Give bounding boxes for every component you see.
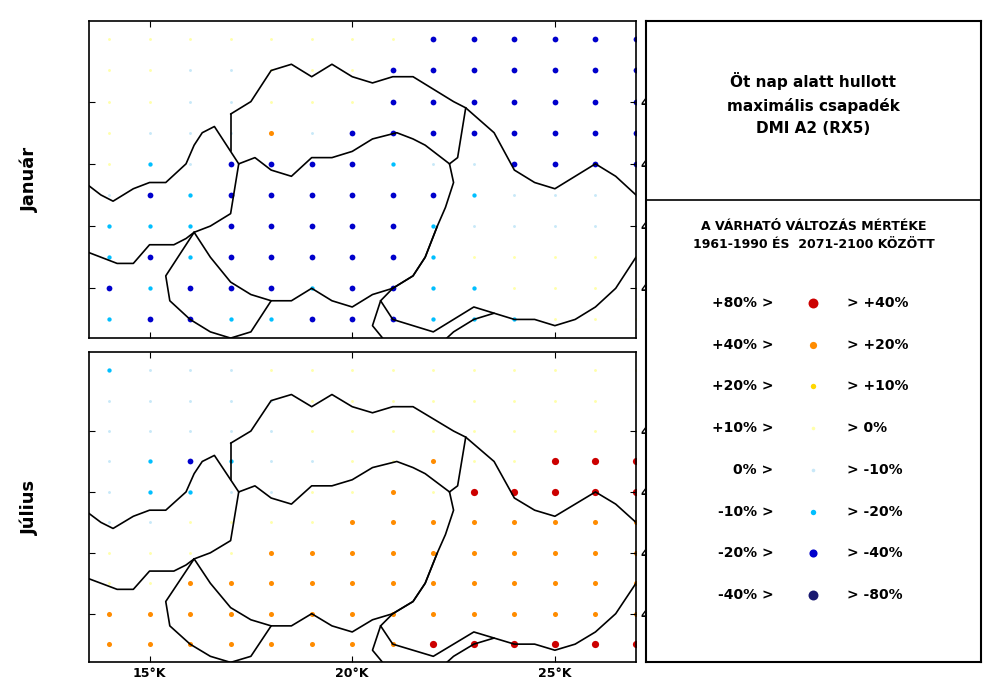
- Text: > +20%: > +20%: [847, 338, 908, 352]
- Text: > -20%: > -20%: [847, 504, 902, 519]
- Text: -10% >: -10% >: [718, 504, 773, 519]
- Text: -20% >: -20% >: [718, 546, 773, 560]
- Text: -40% >: -40% >: [718, 588, 773, 602]
- Text: A VÁRHATÓ VÁLTOZÁS MÉRTÉKE
1961-1990 ÉS  2071-2100 KÖZÖTT: A VÁRHATÓ VÁLTOZÁS MÉRTÉKE 1961-1990 ÉS …: [692, 219, 935, 250]
- Text: > +40%: > +40%: [847, 296, 908, 310]
- Text: 0% >: 0% >: [734, 463, 773, 477]
- Text: > -40%: > -40%: [847, 546, 902, 560]
- Text: > -10%: > -10%: [847, 463, 902, 477]
- Text: +20% >: +20% >: [712, 380, 773, 393]
- Text: Január: Január: [21, 147, 38, 212]
- Text: +10% >: +10% >: [712, 421, 773, 435]
- Text: > +10%: > +10%: [847, 380, 908, 393]
- Text: Július: Július: [21, 480, 38, 535]
- Text: > 0%: > 0%: [847, 421, 887, 435]
- Text: +40% >: +40% >: [712, 338, 773, 352]
- Text: > -80%: > -80%: [847, 588, 902, 602]
- Text: Öt nap alatt hullott
maximális csapadék
DMI A2 (RX5): Öt nap alatt hullott maximális csapadék …: [727, 72, 900, 136]
- Text: +80% >: +80% >: [712, 296, 773, 310]
